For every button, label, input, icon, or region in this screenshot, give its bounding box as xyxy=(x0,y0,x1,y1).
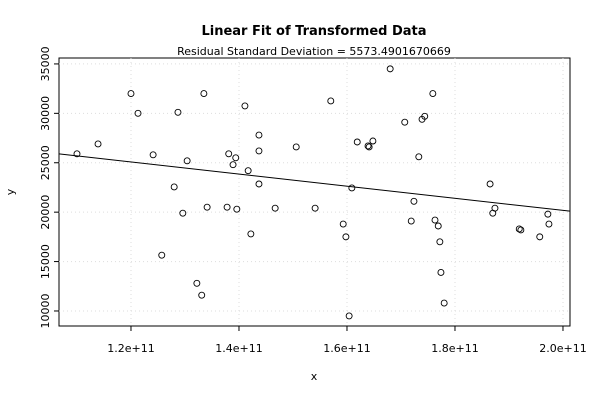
y-tick-label: 25000 xyxy=(39,145,52,180)
y-tick-label: 35000 xyxy=(39,46,52,81)
point xyxy=(73,150,81,158)
point xyxy=(203,203,211,211)
plot-frame xyxy=(58,57,571,327)
point xyxy=(348,184,356,192)
point xyxy=(440,299,448,307)
point xyxy=(183,157,191,165)
point xyxy=(365,143,373,151)
point xyxy=(255,147,263,155)
point xyxy=(386,65,394,73)
point xyxy=(179,209,187,217)
point xyxy=(491,204,499,212)
point xyxy=(127,90,135,98)
point xyxy=(225,150,233,158)
x-tick-label: 1.4e+11 xyxy=(215,342,262,355)
point xyxy=(229,161,237,169)
y-tick-label: 20000 xyxy=(39,195,52,230)
y-tick-label: 10000 xyxy=(39,293,52,328)
point xyxy=(345,312,353,320)
point xyxy=(198,291,206,299)
y-axis-label: y xyxy=(4,188,17,195)
point xyxy=(486,180,494,188)
point xyxy=(436,238,444,246)
x-tick-label: 1.6e+11 xyxy=(323,342,370,355)
point xyxy=(342,233,350,241)
point xyxy=(170,183,178,191)
point xyxy=(545,220,553,228)
point xyxy=(174,108,182,116)
point xyxy=(401,118,409,126)
point xyxy=(364,142,372,150)
point xyxy=(327,97,335,105)
point xyxy=(437,268,445,276)
point xyxy=(158,251,166,259)
point xyxy=(244,167,252,175)
point xyxy=(515,225,523,233)
point xyxy=(94,140,102,148)
point xyxy=(407,217,415,225)
point xyxy=(369,137,377,145)
point xyxy=(421,112,429,120)
x-axis-label: x xyxy=(311,370,318,383)
point xyxy=(429,90,437,98)
x-tick-label: 1.8e+11 xyxy=(431,342,478,355)
point xyxy=(271,204,279,212)
point xyxy=(536,233,544,241)
point xyxy=(232,154,240,162)
point xyxy=(292,143,300,151)
point xyxy=(193,279,201,287)
point xyxy=(431,216,439,224)
chart-title: Linear Fit of Transformed Data xyxy=(201,24,426,39)
point xyxy=(353,138,361,146)
point xyxy=(410,197,418,205)
point xyxy=(233,205,241,213)
point xyxy=(134,109,142,117)
point xyxy=(339,220,347,228)
point xyxy=(544,210,552,218)
point xyxy=(241,102,249,110)
point xyxy=(255,180,263,188)
point xyxy=(247,230,255,238)
x-tick-label: 2.0e+11 xyxy=(539,342,586,355)
point xyxy=(149,151,157,159)
fit-line xyxy=(58,153,571,212)
x-tick-label: 1.2e+11 xyxy=(107,342,154,355)
point xyxy=(200,90,208,98)
chart-subtitle: Residual Standard Deviation = 5573.49016… xyxy=(177,45,451,58)
point xyxy=(311,204,319,212)
y-tick-label: 30000 xyxy=(39,96,52,131)
point xyxy=(255,131,263,139)
point xyxy=(415,153,423,161)
point xyxy=(517,226,525,234)
point xyxy=(223,203,231,211)
point xyxy=(434,222,442,230)
y-tick-label: 15000 xyxy=(39,244,52,279)
